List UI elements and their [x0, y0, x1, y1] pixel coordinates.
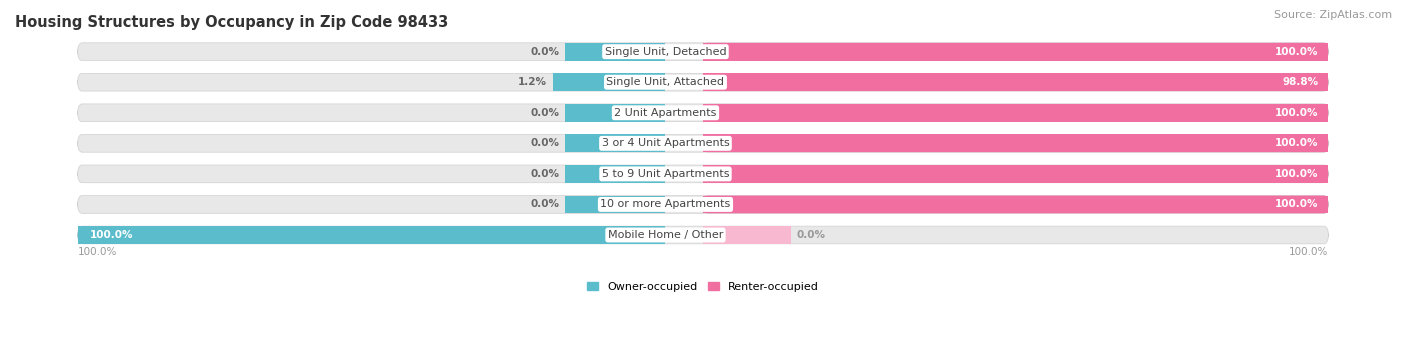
FancyBboxPatch shape — [77, 196, 1329, 213]
FancyBboxPatch shape — [703, 165, 1329, 183]
Text: 2 Unit Apartments: 2 Unit Apartments — [614, 108, 717, 118]
FancyBboxPatch shape — [77, 134, 1329, 152]
Bar — [703, 226, 790, 244]
Bar — [703, 43, 1329, 61]
Text: 100.0%: 100.0% — [1289, 247, 1329, 257]
FancyBboxPatch shape — [77, 165, 1329, 183]
Text: 100.0%: 100.0% — [1275, 138, 1319, 148]
Bar — [565, 43, 665, 61]
Text: 5 to 9 Unit Apartments: 5 to 9 Unit Apartments — [602, 169, 730, 179]
Text: 100.0%: 100.0% — [1275, 169, 1319, 179]
Bar — [703, 104, 1329, 122]
Text: 3 or 4 Unit Apartments: 3 or 4 Unit Apartments — [602, 138, 730, 148]
Text: 100.0%: 100.0% — [1275, 47, 1319, 57]
Text: 0.0%: 0.0% — [530, 108, 560, 118]
FancyBboxPatch shape — [703, 73, 1329, 91]
Text: 0.0%: 0.0% — [797, 230, 825, 240]
Text: Mobile Home / Other: Mobile Home / Other — [607, 230, 723, 240]
Bar — [565, 196, 665, 213]
Text: 0.0%: 0.0% — [530, 138, 560, 148]
Text: Single Unit, Detached: Single Unit, Detached — [605, 47, 727, 57]
Bar — [565, 134, 665, 152]
FancyBboxPatch shape — [703, 43, 1329, 61]
Text: 1.2%: 1.2% — [517, 77, 547, 87]
Text: 98.8%: 98.8% — [1282, 77, 1319, 87]
Bar — [703, 73, 1329, 91]
Text: Single Unit, Attached: Single Unit, Attached — [606, 77, 724, 87]
Bar — [77, 226, 665, 244]
Text: Housing Structures by Occupancy in Zip Code 98433: Housing Structures by Occupancy in Zip C… — [15, 15, 449, 30]
Text: 10 or more Apartments: 10 or more Apartments — [600, 199, 731, 209]
Bar — [553, 73, 665, 91]
FancyBboxPatch shape — [703, 134, 1329, 152]
Text: 0.0%: 0.0% — [530, 47, 560, 57]
FancyBboxPatch shape — [703, 196, 1329, 213]
Bar — [703, 165, 1329, 183]
Text: Source: ZipAtlas.com: Source: ZipAtlas.com — [1274, 10, 1392, 20]
FancyBboxPatch shape — [77, 43, 1329, 61]
Bar — [703, 134, 1329, 152]
Text: 100.0%: 100.0% — [77, 247, 117, 257]
FancyBboxPatch shape — [703, 104, 1329, 122]
Legend: Owner-occupied, Renter-occupied: Owner-occupied, Renter-occupied — [582, 278, 824, 297]
FancyBboxPatch shape — [77, 73, 1329, 91]
FancyBboxPatch shape — [77, 226, 665, 244]
Text: 100.0%: 100.0% — [1275, 108, 1319, 118]
Text: 0.0%: 0.0% — [530, 169, 560, 179]
Bar — [565, 104, 665, 122]
Text: 100.0%: 100.0% — [90, 230, 134, 240]
Bar — [565, 165, 665, 183]
Text: 0.0%: 0.0% — [530, 199, 560, 209]
Bar — [703, 196, 1329, 213]
FancyBboxPatch shape — [77, 104, 1329, 122]
Text: 100.0%: 100.0% — [1275, 199, 1319, 209]
FancyBboxPatch shape — [77, 226, 1329, 244]
